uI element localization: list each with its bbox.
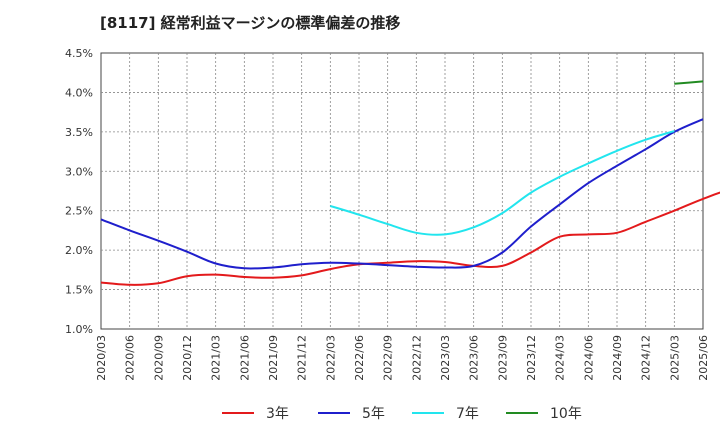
x-tick-label: 2021/06 — [238, 335, 251, 381]
x-tick-label: 2023/09 — [496, 335, 509, 381]
x-tick-label: 2023/06 — [468, 335, 481, 381]
x-tick-label: 2021/03 — [210, 335, 223, 381]
series-line-3年 — [100, 191, 720, 286]
y-tick-label: 2.5% — [65, 205, 93, 218]
x-tick-label: 2021/12 — [296, 335, 309, 381]
y-tick-label: 3.5% — [65, 126, 93, 139]
y-tick-label: 3.0% — [65, 165, 93, 178]
x-tick-label: 2023/03 — [439, 335, 452, 381]
series-line-5年 — [100, 118, 704, 270]
chart-title: [8117] 経常利益マージンの標準偏差の推移 — [100, 14, 401, 32]
legend-label-10年: 10年 — [550, 406, 582, 422]
y-tick-label: 1.0% — [65, 323, 93, 336]
x-tick-label: 2024/12 — [640, 335, 653, 381]
x-tick-label: 2022/09 — [382, 335, 395, 381]
y-tick-label: 4.0% — [65, 86, 93, 99]
plot-area — [100, 52, 704, 330]
x-tick-label: 2020/06 — [124, 335, 137, 381]
x-tick-label: 2025/06 — [697, 335, 710, 381]
x-tick-label: 2022/12 — [410, 335, 423, 381]
legend-label-7年: 7年 — [456, 406, 479, 422]
legend-label-3年: 3年 — [266, 406, 289, 422]
x-tick-label: 2020/12 — [181, 335, 194, 381]
series-line-10年 — [674, 80, 704, 85]
x-tick-label: 2020/09 — [152, 335, 165, 381]
legend-label-5年: 5年 — [362, 406, 385, 422]
y-tick-label: 1.5% — [65, 284, 93, 297]
x-tick-label: 2023/12 — [525, 335, 538, 381]
x-tick-label: 2022/06 — [353, 335, 366, 381]
x-tick-label: 2025/03 — [668, 335, 681, 381]
x-tick-label: 2024/03 — [554, 335, 567, 381]
y-tick-label: 4.5% — [65, 47, 93, 60]
x-tick-label: 2022/03 — [324, 335, 337, 381]
x-tick-label: 2024/09 — [611, 335, 624, 381]
x-tick-label: 2020/03 — [95, 335, 108, 381]
y-tick-label: 2.0% — [65, 244, 93, 257]
x-tick-label: 2021/09 — [267, 335, 280, 381]
series-line-7年 — [330, 130, 675, 236]
x-tick-label: 2024/06 — [582, 335, 595, 381]
